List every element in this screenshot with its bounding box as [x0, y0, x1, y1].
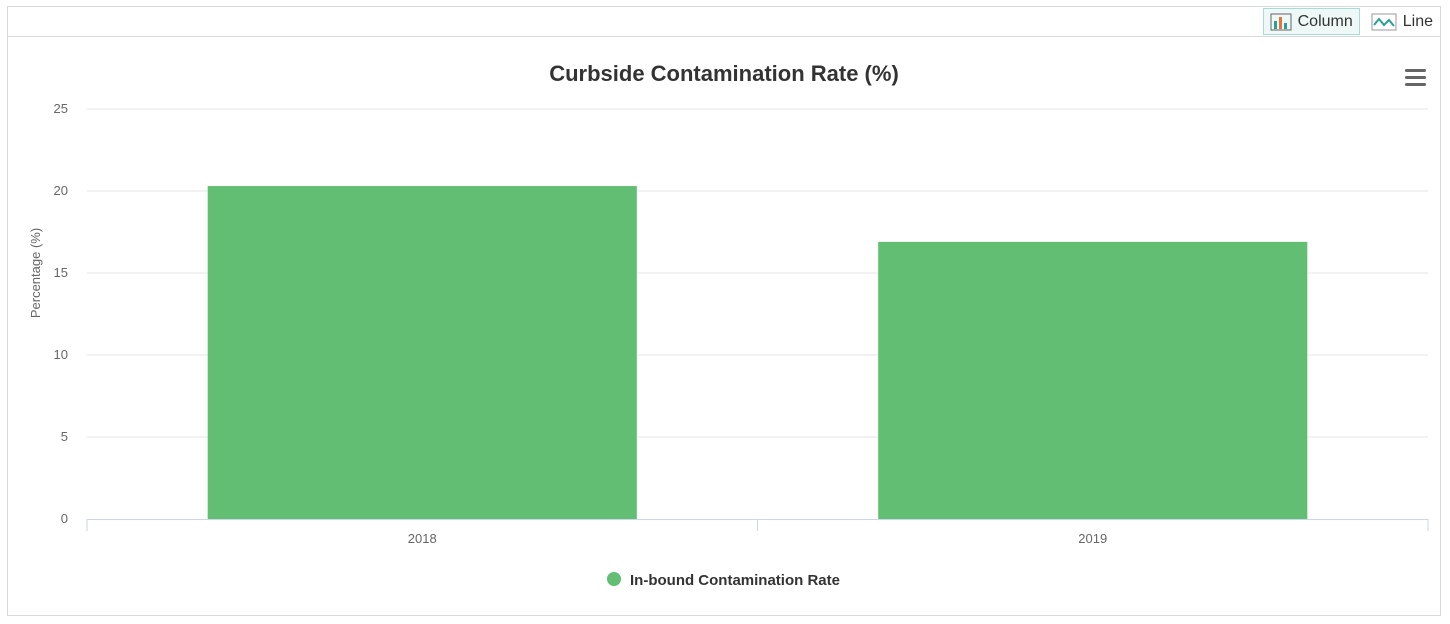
legend-marker [607, 572, 621, 586]
y-axis-title: Percentage (%) [28, 228, 43, 318]
chart-container [7, 6, 1441, 616]
line-chart-button[interactable]: Line [1364, 8, 1440, 35]
legend[interactable]: In-bound Contamination Rate [607, 572, 840, 589]
column-chart-icon [1270, 13, 1292, 30]
x-tick-label: 2018 [408, 531, 437, 546]
x-axis: 2018 2019 [86, 519, 1429, 546]
y-axis-tick-labels: 0 5 10 15 20 25 [54, 101, 68, 526]
column-button-label: Column [1297, 12, 1353, 30]
y-tick-label: 0 [61, 511, 68, 526]
legend-item-label: In-bound Contamination Rate [630, 572, 840, 589]
bar-chart: Curbside Contamination Rate (%) 0 5 10 15 20… [28, 61, 1430, 589]
bar-2019[interactable] [878, 241, 1308, 519]
x-tick-label: 2019 [1078, 531, 1107, 546]
chart-title: Curbside Contamination Rate (%) [549, 61, 899, 86]
chart-area: Curbside Contamination Rate (%) 0 5 10 15 20… [8, 37, 1440, 615]
column-chart-button[interactable]: Column [1262, 8, 1360, 35]
chart-menu-button[interactable] [1402, 65, 1430, 89]
y-tick-label: 10 [54, 347, 68, 362]
chart-type-toggle: Column Line [1262, 8, 1440, 35]
hamburger-menu-icon [1405, 69, 1426, 86]
y-tick-label: 15 [54, 265, 68, 280]
y-tick-label: 25 [54, 101, 68, 116]
y-tick-label: 5 [61, 429, 68, 444]
bar-2018[interactable] [207, 186, 637, 519]
bars [207, 186, 1308, 519]
toolbar-divider [7, 36, 1441, 37]
line-chart-icon [1371, 13, 1397, 30]
line-button-label: Line [1402, 12, 1433, 30]
y-tick-label: 20 [54, 183, 68, 198]
